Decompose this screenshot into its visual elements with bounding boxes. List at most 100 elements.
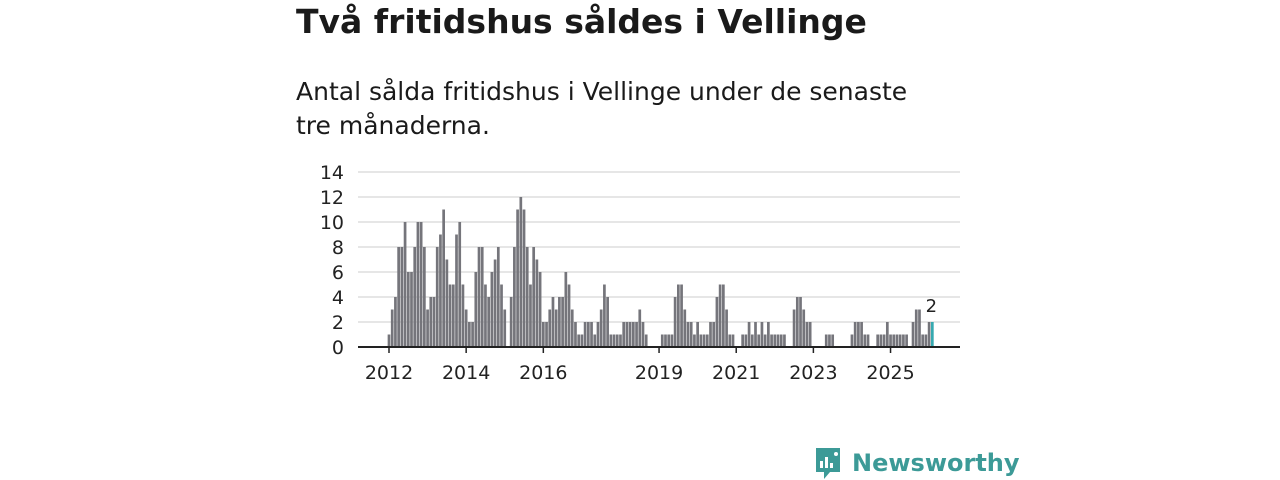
bar [680,284,683,347]
bar [683,309,687,347]
bar [689,322,693,347]
bar [853,322,857,347]
y-tick-label: 0 [332,337,344,359]
bar [770,334,773,347]
bar [394,297,397,347]
bar [750,334,754,347]
bar [442,209,445,347]
y-tick-label: 4 [332,287,344,309]
bar [599,309,603,347]
bar [586,322,590,347]
bar [612,334,616,347]
bar [423,247,426,347]
bar [763,334,767,347]
y-tick-label: 14 [320,162,344,184]
bar [705,334,709,347]
bar [718,284,722,347]
x-tick-label: 2012 [365,362,413,384]
bar [702,334,706,347]
bar [487,297,491,347]
bar [439,234,442,347]
bar [824,334,828,347]
bar [725,309,728,347]
brand-logo[interactable]: Newsworthy [814,446,1020,480]
bar [622,322,626,347]
bar [509,297,513,347]
bar [631,322,635,347]
bar [545,322,548,347]
bar [728,334,732,347]
bar [535,259,539,347]
bar [590,322,593,347]
bar [828,334,831,347]
bar [693,334,696,347]
bar [387,334,391,347]
bar [757,334,761,347]
bar [413,247,417,347]
y-tick-label: 12 [320,187,344,209]
bar [448,284,452,347]
y-tick-label: 10 [320,212,344,234]
bar [699,334,703,347]
bar [895,334,899,347]
bar [831,334,835,347]
bar [490,272,494,347]
x-tick-label: 2021 [712,362,760,384]
bar [410,272,413,347]
bar [927,322,931,347]
bar [516,209,519,347]
bar [667,334,671,347]
bar [905,334,908,347]
x-tick-label: 2025 [866,362,914,384]
bar [722,284,725,347]
bar [455,234,458,347]
x-tick-label: 2023 [789,362,837,384]
bar [638,309,642,347]
bar [580,334,584,347]
bar [882,334,886,347]
brand-name: Newsworthy [852,449,1020,477]
bar [885,322,889,347]
bar [496,247,500,347]
bar [641,322,645,347]
bar [673,297,677,347]
bar [914,309,918,347]
bar [603,284,606,347]
bar [451,284,455,347]
bar [538,272,542,347]
bar [715,297,719,347]
bar [403,222,407,347]
bar [619,334,622,347]
newsworthy-logo-icon [816,448,840,479]
bar [709,322,712,347]
bar [561,297,564,347]
bar [471,322,474,347]
bar [863,334,867,347]
x-tick-label: 2014 [442,362,490,384]
bar [609,334,613,347]
bar [583,322,587,347]
bar [805,322,809,347]
bar [400,247,404,347]
bar [513,247,516,347]
bar [808,322,812,347]
bar [795,297,799,347]
bar [554,309,558,347]
bar [477,247,481,347]
bar [397,247,400,347]
bar [760,322,764,347]
bar [484,284,487,347]
bar [525,247,529,347]
bar [754,322,757,347]
y-tick-label: 6 [332,262,344,284]
bar [416,222,420,347]
bar [519,197,523,347]
bar [503,309,507,347]
bar [664,334,667,347]
x-tick-label: 2019 [635,362,683,384]
bar [773,334,777,347]
bar [500,284,503,347]
bar [474,272,478,347]
bar [850,334,854,347]
bar [767,322,770,347]
